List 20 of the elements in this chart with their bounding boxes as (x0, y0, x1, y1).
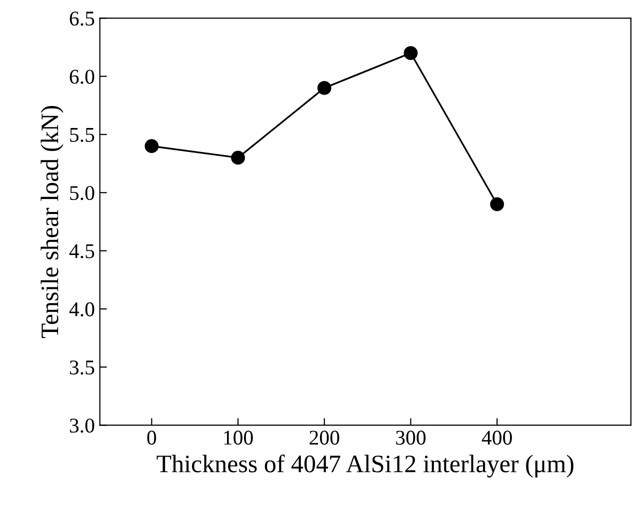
y-tick-label: 4.0 (69, 302, 94, 316)
point (231, 150, 245, 165)
y-tick-label: 6.5 (70, 12, 94, 26)
point (490, 197, 504, 212)
y-tick-label: 4.5 (69, 244, 94, 258)
y-axis-title: Tensile shear load (kN) (40, 106, 64, 338)
x-axis-title: Thickness of 4047 AlSi12 interlayer (μm) (156, 454, 574, 478)
y-tick-label: 3.0 (70, 418, 94, 433)
y-tick-label: 5.0 (70, 186, 94, 200)
y-tick-label: 5.5 (70, 128, 94, 142)
point (317, 81, 332, 95)
y-tick-label: 3.5 (70, 360, 94, 375)
x-tick-label: 400 (482, 430, 512, 445)
x-tick-label: 100 (224, 430, 253, 445)
point (144, 139, 159, 154)
point (404, 46, 418, 60)
x-tick-label: 200 (310, 430, 340, 445)
y-tick-label: 6.0 (70, 70, 94, 84)
x-tick-label: 0 (147, 430, 156, 445)
x-tick-label: 300 (396, 430, 426, 445)
